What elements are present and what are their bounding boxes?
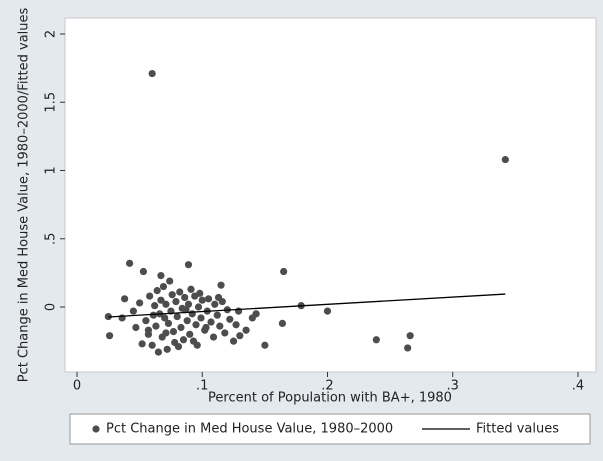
scatter-point bbox=[105, 332, 114, 340]
scatter-point bbox=[232, 321, 240, 329]
scatter-point bbox=[162, 300, 170, 308]
scatter-point bbox=[372, 336, 380, 344]
scatter-point bbox=[406, 332, 414, 340]
scatter-point bbox=[151, 302, 159, 310]
scatter-point bbox=[184, 261, 193, 269]
scatter-point bbox=[144, 326, 153, 334]
scatter-point bbox=[221, 329, 229, 337]
scatter-point bbox=[148, 341, 156, 349]
scatter-point bbox=[162, 329, 170, 337]
scatter-point bbox=[136, 299, 144, 307]
x-tick-label: .2 bbox=[321, 379, 333, 394]
x-tick-label: .3 bbox=[447, 379, 459, 394]
scatter-point bbox=[176, 288, 184, 296]
x-axis-title: Percent of Population with BA+, 1980 bbox=[208, 391, 452, 406]
scatter-point bbox=[161, 314, 169, 322]
x-tick-label: .1 bbox=[196, 379, 208, 394]
scatter-point bbox=[179, 336, 188, 344]
legend-marker bbox=[92, 425, 100, 433]
scatter-point bbox=[182, 306, 190, 314]
scatter-point bbox=[204, 295, 213, 303]
scatter-point bbox=[129, 307, 137, 315]
scatter-point bbox=[121, 295, 129, 303]
scatter-point bbox=[157, 296, 165, 304]
y-tick-label: 1 bbox=[44, 166, 59, 174]
scatter-point bbox=[198, 296, 206, 304]
scatter-point bbox=[211, 300, 219, 308]
scatter-point bbox=[169, 327, 178, 336]
scatter-point bbox=[216, 322, 224, 330]
scatter-point bbox=[202, 323, 210, 332]
scatter-point bbox=[188, 310, 196, 318]
scatter-point bbox=[168, 291, 176, 299]
scatter-point bbox=[139, 267, 147, 276]
scatter-point bbox=[164, 319, 173, 327]
scatter-point bbox=[172, 297, 180, 306]
scatter-point bbox=[174, 343, 183, 351]
scatter-point bbox=[189, 337, 198, 345]
scatter-point bbox=[280, 267, 288, 276]
scatter-point bbox=[404, 344, 412, 352]
scatter-point bbox=[192, 321, 200, 329]
scatter-point bbox=[148, 69, 156, 78]
scatter-point bbox=[242, 326, 250, 334]
scatter-point bbox=[138, 340, 146, 348]
scatter-point bbox=[146, 292, 154, 300]
scatter-point bbox=[183, 317, 191, 325]
scatter-point bbox=[157, 272, 165, 280]
scatter-point bbox=[173, 312, 181, 321]
scatter-point bbox=[177, 323, 185, 332]
scatter-point bbox=[154, 348, 163, 356]
scatter-point bbox=[234, 307, 243, 315]
scatter-point bbox=[278, 319, 287, 327]
scatter-point bbox=[166, 277, 174, 285]
legend-label: Fitted values bbox=[476, 422, 559, 437]
scatter-point bbox=[186, 330, 194, 338]
scatter-point bbox=[149, 311, 158, 319]
scatter-point bbox=[142, 317, 150, 325]
scatter-point bbox=[126, 259, 134, 267]
scatter-point bbox=[261, 341, 269, 349]
y-tick-label: 2 bbox=[44, 30, 59, 38]
scatter-point bbox=[501, 155, 509, 164]
scatter-point bbox=[197, 314, 205, 322]
scatter-point bbox=[209, 333, 218, 341]
scatter-point bbox=[226, 315, 234, 323]
y-tick-label: 0 bbox=[44, 303, 59, 311]
x-tick-label: .4 bbox=[572, 379, 584, 394]
scatter-point bbox=[194, 303, 203, 311]
scatter-point bbox=[214, 293, 223, 302]
x-tick-label: 0 bbox=[73, 379, 81, 394]
legend-label: Pct Change in Med House Value, 1980–2000 bbox=[106, 422, 393, 437]
scatter-point bbox=[248, 314, 256, 322]
scatter-point bbox=[217, 281, 225, 289]
fitted-line bbox=[108, 293, 506, 318]
scatter-point bbox=[152, 322, 160, 330]
y-axis-title: Pct Change in Med House Value, 1980–2000… bbox=[17, 7, 32, 382]
scatter-point bbox=[213, 311, 221, 319]
scatter-point bbox=[132, 323, 140, 332]
scatter-point bbox=[181, 293, 189, 302]
scatter-point bbox=[207, 318, 215, 326]
legend bbox=[69, 413, 591, 445]
scatter-point bbox=[187, 285, 195, 293]
scatter-point bbox=[229, 337, 238, 345]
y-tick-label: .5 bbox=[44, 233, 59, 245]
scatter-point bbox=[159, 282, 168, 291]
scatter-point bbox=[163, 345, 171, 353]
scatter-point bbox=[153, 287, 161, 295]
y-tick-label: 1.5 bbox=[44, 92, 59, 113]
scatter-point bbox=[184, 300, 193, 308]
scatter-point bbox=[196, 289, 204, 297]
scatter-point bbox=[236, 332, 244, 340]
scatter-point bbox=[323, 307, 332, 315]
